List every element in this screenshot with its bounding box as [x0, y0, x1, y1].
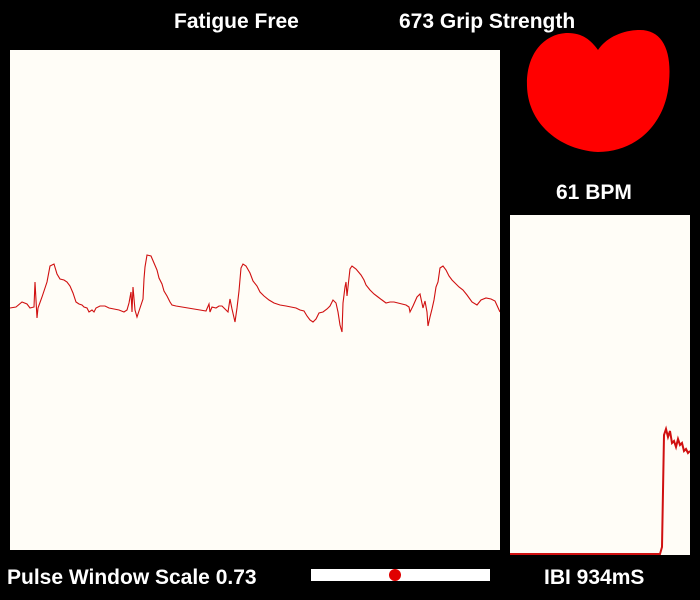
ibi-waveform [510, 425, 690, 555]
pulse-window [10, 50, 500, 550]
fatigue-status-label: Fatigue Free [174, 10, 299, 33]
pulse-window-scale-label: Pulse Window Scale 0.73 [7, 566, 257, 589]
grip-strength-label: 673 Grip Strength [399, 10, 576, 33]
ibi-window [510, 215, 690, 555]
heart-icon [526, 30, 670, 152]
bpm-label: 61 BPM [556, 181, 632, 204]
pulse-waveform [10, 254, 500, 333]
scale-slider-knob[interactable] [389, 569, 402, 581]
ibi-label: IBI 934mS [544, 566, 645, 589]
